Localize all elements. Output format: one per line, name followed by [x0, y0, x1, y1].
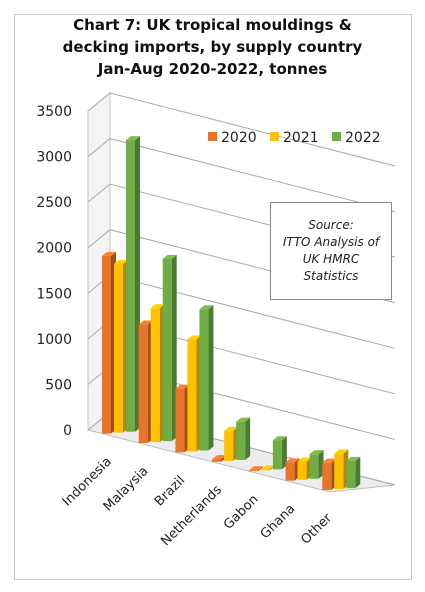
y-tick-label: 0 — [63, 423, 72, 439]
source-line-1: Source: — [308, 218, 354, 232]
bar-malaysia-2022 — [162, 254, 177, 442]
bar-ghana-2021 — [297, 457, 312, 480]
bar-other-2020 — [322, 458, 337, 491]
x-tick-label: Ghana — [258, 501, 299, 542]
bar-other-2021 — [334, 449, 349, 490]
bar-brazil-2020 — [175, 384, 190, 453]
x-tick-label: Brazil — [152, 473, 188, 509]
bar-gabon-2022 — [272, 436, 287, 470]
y-tick-label: 2000 — [36, 241, 72, 257]
y-tick-label: 3000 — [36, 150, 72, 166]
gridline-3000 — [87, 138, 396, 213]
chart-title-line-1: Chart 7: UK tropical mouldings & — [73, 16, 352, 34]
legend: 2020 2021 2022 — [208, 130, 381, 146]
bar-malaysia-2020 — [138, 320, 153, 443]
bar-netherlands-2021 — [224, 426, 239, 461]
y-tick-label: 3500 — [36, 104, 72, 120]
legend-swatch — [270, 132, 279, 141]
bar-brazil-2022 — [199, 305, 214, 451]
x-tick-label: Gabon — [221, 492, 262, 533]
legend-item-2020: 2020 — [208, 130, 257, 146]
bar-indonesia-2021 — [114, 260, 128, 433]
y-tick-label: 500 — [45, 377, 72, 393]
bar-gabon-2020 — [248, 466, 263, 472]
legend-label: 2021 — [283, 130, 319, 146]
legend-item-2021: 2021 — [270, 130, 319, 146]
chart-title-line-3: Jan-Aug 2020-2022, tonnes — [97, 60, 328, 78]
bar-brazil-2021 — [187, 335, 202, 452]
chart-title-line-2: decking imports, by supply country — [62, 38, 363, 56]
bar-malaysia-2021 — [150, 304, 165, 443]
bar-ghana-2022 — [309, 450, 324, 479]
y-tick-label: 2500 — [36, 195, 72, 211]
x-tick-label: Other — [298, 510, 335, 547]
bar-indonesia-2020 — [102, 251, 116, 434]
gridline-3500 — [87, 92, 396, 167]
bar-other-2022 — [346, 456, 361, 489]
source-line-3: UK HMRC — [302, 252, 360, 266]
legend-label: 2022 — [345, 130, 381, 146]
bar-indonesia-2022 — [126, 136, 140, 432]
legend-item-2022: 2022 — [332, 130, 381, 146]
source-line-4: Statistics — [303, 269, 359, 283]
source-line-2: ITTO Analysis of — [282, 235, 380, 249]
bars — [102, 136, 361, 491]
bar-netherlands-2022 — [236, 417, 251, 460]
y-axis: 0 500 1000 1500 2000 2500 3000 3500 — [36, 104, 72, 439]
bar-ghana-2020 — [285, 458, 300, 481]
y-tick-label: 1000 — [36, 332, 72, 348]
legend-swatch — [208, 132, 217, 141]
chart-title: Chart 7: UK tropical mouldings & decking… — [0, 14, 425, 80]
source-note: Source: ITTO Analysis of UK HMRC Statist… — [270, 202, 392, 300]
legend-label: 2020 — [221, 130, 257, 146]
y-tick-label: 1500 — [36, 286, 72, 302]
legend-swatch — [332, 132, 341, 141]
